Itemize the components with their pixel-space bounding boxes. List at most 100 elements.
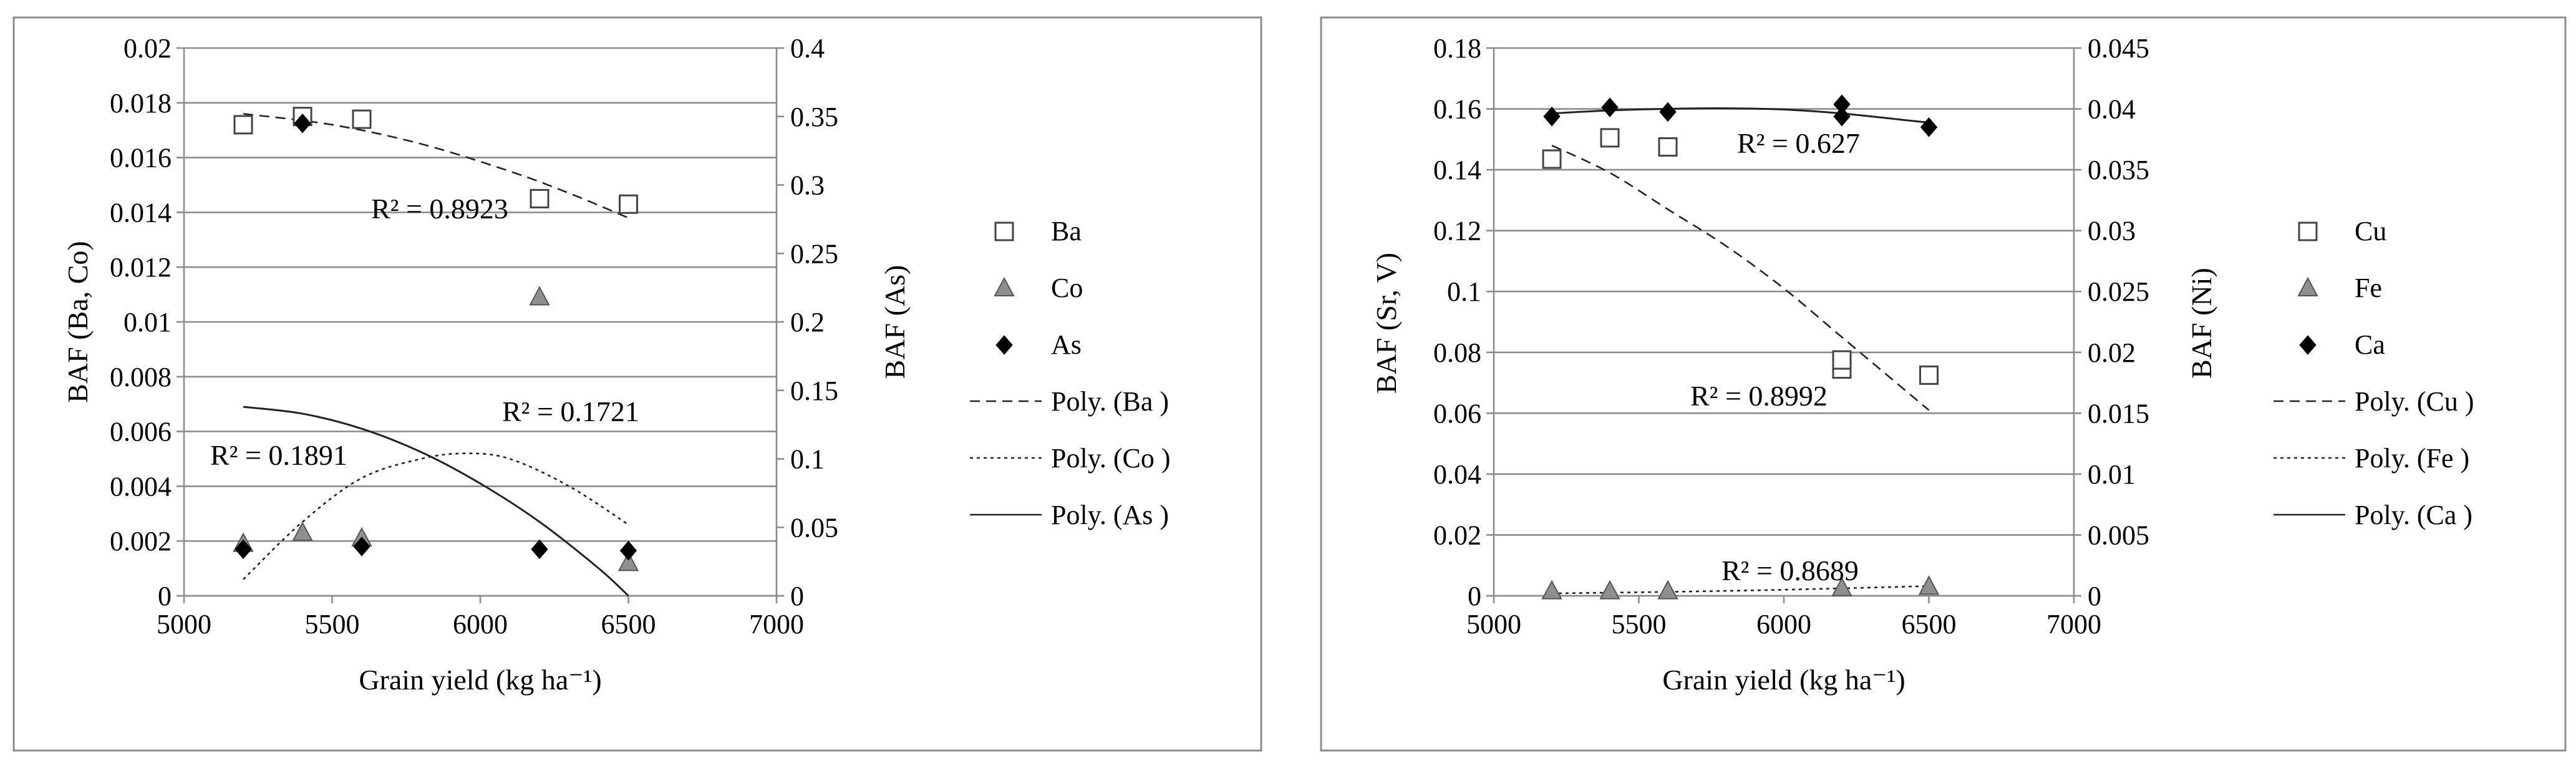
trendline [1551,144,1930,411]
y-tick-label-left: 0.004 [110,471,172,502]
y-tick-label-left: 0.16 [1433,94,1481,125]
y-axis-title-right: BAF (As) [879,265,911,379]
x-tick-label: 7000 [749,609,804,639]
legend-marker [994,276,1015,296]
legend-label: Poly. (As ) [1051,500,1169,530]
data-point [1831,576,1852,596]
y-tick-label-right: 0.2 [790,307,825,338]
legend-entry: Poly. (Fe ) [2273,443,2469,474]
data-point [531,539,548,560]
y-tick-label-right: 0.01 [2088,459,2136,490]
x-tick-label: 6000 [453,609,508,639]
x-tick-label: 6500 [1902,609,1957,639]
y-tick-label-left: 0.18 [1433,33,1481,64]
x-axis-title: Grain yield (kg ha⁻¹) [359,664,601,696]
y-tick-label-right: 0.15 [790,376,838,406]
data-point [1601,97,1619,117]
x-axis-title: Grain yield (kg ha⁻¹) [1662,664,1905,696]
y-tick-label-left: 0.008 [110,362,172,392]
legend-label: Poly. (Ba ) [1051,386,1169,417]
x-tick-label: 5500 [305,609,360,639]
data-point [1919,365,1939,385]
y-tick-label-right: 0.1 [790,444,825,475]
y-tick-label-right: 0.3 [790,170,825,201]
y-tick-label-left: 0.1 [1447,276,1481,307]
y-tick-label-left: 0.06 [1433,398,1481,429]
y-tick-label-left: 0.006 [110,417,172,447]
x-tick-label: 5000 [1466,609,1521,639]
y-tick-label-left: 0.04 [1433,459,1481,490]
y-tick-label-right: 0.03 [2088,216,2136,246]
legend-entry: Co [994,273,1083,303]
r2-annotation-ca: R² = 0.627 [1737,127,1860,159]
y-tick-label-left: 0 [158,581,172,611]
data-point [1833,94,1851,115]
y-tick-label-right: 0.05 [790,512,838,543]
r2-annotation-cu: R² = 0.8992 [1690,380,1828,412]
data-point [1659,102,1677,122]
data-point [352,109,372,129]
y-tick-label-right: 0.005 [2088,520,2149,550]
chart-panel-right: 0 0.02 0.04 0.06 0.08 0.1 0.12 0.14 0.16 0.18 0 0.0… [1320,16,2567,752]
legend-entry: Ba [994,216,1082,246]
legend-label: Poly. (Co ) [1051,443,1171,474]
y-tick-label-right: 0.015 [2088,398,2149,429]
data-point [294,113,311,134]
x-tick-label: 6000 [1756,609,1811,639]
legend-entry: As [995,329,1082,360]
data-point [1600,128,1620,148]
data-point [233,115,253,135]
legend-entry: Poly. (Cu ) [2273,386,2474,417]
legend-label: Ba [1051,216,1082,246]
y-tick-label-right: 0.02 [2088,338,2136,368]
data-point [619,540,637,561]
y-tick-label-right: 0 [2088,581,2101,611]
data-point [353,537,370,557]
panel-frame [1320,16,2567,752]
y-tick-label-left: 0.14 [1433,155,1481,185]
data-point [530,188,550,208]
y-tick-label-left: 0.002 [110,526,172,557]
y-tick-label-left: 0.02 [123,33,172,64]
legend-entry: Poly. (Ca ) [2273,500,2472,530]
data-point [617,552,639,571]
r2-annotation-fe: R² = 0.8689 [1721,555,1859,586]
legend-label: Cu [2355,216,2386,246]
x-tick-label: 7000 [2046,609,2101,639]
data-point [529,286,550,306]
data-point [1832,350,1852,370]
legend-marker [2297,276,2318,296]
legend-entry: Ca [2299,329,2385,360]
trendline [1551,585,1929,595]
legend-label: As [1051,329,1082,360]
y-tick-label-left: 0.12 [1433,216,1481,246]
y-axis-title-left: BAF (Ba, Co) [62,241,94,402]
r2-annotation-as: R² = 0.1891 [210,439,347,471]
data-point [1541,580,1562,600]
y-tick-label-left: 0.02 [1433,520,1481,550]
data-point [1833,106,1851,127]
r2-annotation-co: R² = 0.1721 [502,396,639,427]
x-tick-label: 6500 [601,609,656,639]
y-axis-title-right: BAF (Ni) [2186,268,2217,379]
y-tick-label-left: 0.016 [110,143,172,173]
y-tick-label-right: 0.045 [2088,33,2149,64]
y-tick-label-right: 0.25 [790,238,838,269]
data-point [1918,575,1940,595]
y-tick-label-left: 0.01 [123,307,172,338]
chart-panel-left: 0 0.002 0.004 0.006 0.008 0.01 0.012 0.014 0.016… [12,16,1262,752]
data-point [235,539,252,560]
legend-entry: Cu [2298,216,2386,246]
data-point [292,521,313,542]
legend-entry: Poly. (As ) [970,500,1169,530]
trendline [243,406,629,597]
y-axis-title-left: BAF (Sr, V) [1370,253,1402,394]
data-point [1543,106,1561,127]
y-tick-label-right: 0 [790,581,804,611]
data-point [1657,580,1678,600]
y-tick-label-left: 0 [1468,581,1481,611]
y-tick-label-left: 0.012 [110,252,172,283]
y-tick-label-right: 0.035 [2088,155,2149,185]
y-tick-label-left: 0.018 [110,88,172,119]
